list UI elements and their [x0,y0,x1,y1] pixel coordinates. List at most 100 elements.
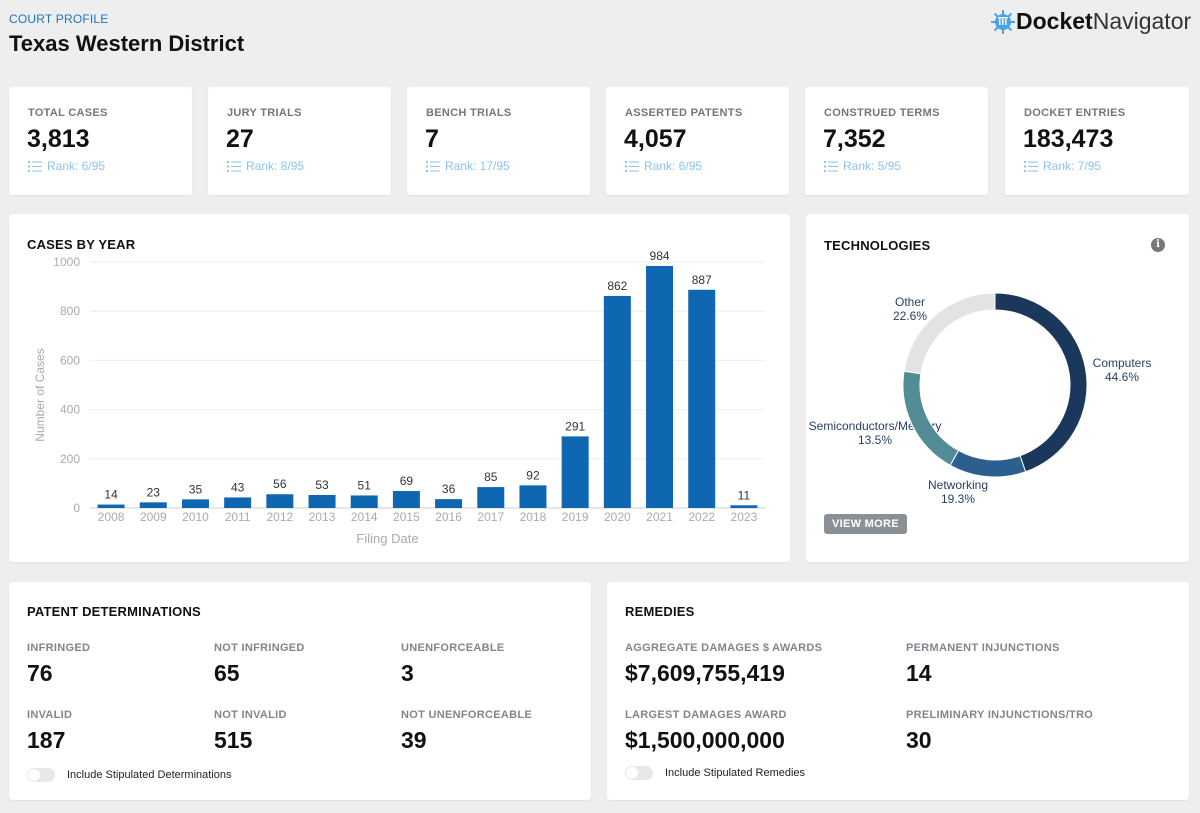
x-tick-label: 2009 [140,510,167,524]
info-icon[interactable]: i [1151,238,1165,252]
metric-value: 39 [401,727,427,753]
bar-value-label: 984 [650,249,670,263]
bar-2013 [308,494,336,508]
x-axis-title: Filing Date [356,531,418,546]
rank-link[interactable]: Rank: 6/95 [28,159,105,173]
include-stipulated-determinations-toggle[interactable]: Include Stipulated Determinations [27,768,231,782]
rank-link[interactable]: Rank: 7/95 [1024,159,1101,173]
courthouse-wheel-icon [991,9,1015,34]
cases-by-year-chart: 0 200 400 600 800 1000 14 2008 23 2009 35 2010 43 201… [33,249,765,546]
metric-not-invalid: NOT INVALID 515 [214,709,287,754]
x-tick-label: 2010 [182,510,209,524]
metric-permanent-injunctions: PERMANENT INJUNCTIONS 14 [906,642,1060,687]
rank-text: Rank: 6/95 [47,159,106,173]
list-icon [824,160,838,172]
metric-unenforceable: UNENFORCEABLE 3 [401,642,505,687]
stat-card-construed-terms: CONSTRUED TERMS 7,352 Rank: 5/95 [805,87,988,195]
metric-label: UNENFORCEABLE [401,642,505,654]
metric-value: $1,500,000,000 [625,727,785,753]
page-title: Texas Western District [9,31,245,56]
bar-2018 [519,485,547,508]
stat-label: JURY TRIALS [227,107,302,119]
x-tick-label: 2011 [225,510,251,524]
x-tick-label: 2017 [477,510,504,524]
view-more-button[interactable]: VIEW MORE [824,514,907,534]
y-tick-label: 1000 [53,255,80,269]
bar-value-label: 862 [607,279,627,293]
stat-card-total-cases: TOTAL CASES 3,813 Rank: 6/95 [9,87,192,195]
stat-card-asserted-patents: ASSERTED PATENTS 4,057 Rank: 6/95 [606,87,789,195]
metric-not-unenforceable: NOT UNENFORCEABLE 39 [401,709,532,754]
metric-preliminary-injunctions-tro: PRELIMINARY INJUNCTIONS/TRO 30 [906,709,1093,754]
toggle-label: Include Stipulated Remedies [665,767,806,779]
slice-semiconductors-memory [949,449,1027,478]
x-tick-label: 2019 [562,510,589,524]
metric-value: 65 [214,660,240,686]
bar-2020 [603,295,631,508]
metric-value: 76 [27,660,53,686]
x-tick-label: 2012 [266,510,293,524]
stat-label: ASSERTED PATENTS [625,107,743,119]
toggle-label: Include Stipulated Determinations [67,769,232,781]
rank-link[interactable]: Rank: 5/95 [824,159,901,173]
slice-computers [994,292,1088,473]
x-tick-label: 2022 [688,510,715,524]
metric-infringed: INFRINGED 76 [27,642,90,687]
metric-value: 515 [214,727,253,753]
x-tick-label: 2023 [731,510,758,524]
list-icon [625,160,639,172]
bar-value-label: 291 [565,419,585,433]
stat-value: 4,057 [624,125,687,153]
bar-2010 [181,499,209,508]
bar-value-label: 887 [692,273,712,287]
bar-value-label: 56 [273,477,287,491]
rank-text: Rank: 5/95 [843,159,902,173]
rank-link[interactable]: Rank: 17/95 [426,159,510,173]
bar-value-label: 35 [189,482,203,496]
x-tick-label: 2016 [435,510,462,524]
stat-label: BENCH TRIALS [426,107,512,119]
include-stipulated-remedies-toggle[interactable]: Include Stipulated Remedies [625,766,805,780]
list-icon [28,160,42,172]
bar-value-label: 53 [315,478,329,492]
docketnavigator-logo[interactable]: Docket Navigator [990,8,1191,35]
list-icon [227,160,241,172]
x-tick-label: 2020 [604,510,631,524]
logo-text-light: Navigator [1092,8,1192,34]
stat-label: TOTAL CASES [28,107,108,119]
y-tick-label: 200 [60,452,80,466]
bar-2022 [688,289,716,508]
metric-value: 30 [906,727,932,753]
technologies-title: TECHNOLOGIES [824,238,931,253]
court-profile-kicker: COURT PROFILE [9,12,109,26]
x-tick-label: 2018 [520,510,547,524]
metric-value: $7,609,755,419 [625,660,785,686]
bar-2017 [477,487,505,508]
technologies-card: TECHNOLOGIES i Computers 44.6% Semiconduct… [806,214,1189,562]
bar-2019 [561,436,589,508]
x-tick-label: 2013 [309,510,336,524]
stat-value: 3,813 [27,125,90,153]
stat-label: DOCKET ENTRIES [1024,107,1126,119]
y-tick-label: 400 [60,403,80,417]
stat-value: 7 [425,125,439,153]
stat-value: 27 [226,125,254,153]
toggle-switch[interactable] [625,766,653,780]
bar-2012 [266,494,294,508]
metric-label: INFRINGED [27,642,91,654]
rank-link[interactable]: Rank: 8/95 [227,159,304,173]
list-icon [1024,160,1038,172]
rank-text: Rank: 8/95 [246,159,305,173]
metric-largest-damages-award: LARGEST DAMAGES AWARD $1,500,000,000 [625,709,787,754]
rank-link[interactable]: Rank: 6/95 [625,159,702,173]
y-tick-label: 800 [60,304,80,318]
cases-by-year-title: CASES BY YEAR [27,237,136,252]
bar-value-label: 23 [147,485,161,499]
rank-text: Rank: 17/95 [445,159,510,173]
slice-other [903,292,996,375]
slice-percent: 44.6% [1105,370,1139,384]
metric-label: AGGREGATE DAMAGES $ AWARDS [625,642,823,654]
metric-label: NOT INVALID [214,709,287,721]
toggle-switch[interactable] [27,768,55,782]
